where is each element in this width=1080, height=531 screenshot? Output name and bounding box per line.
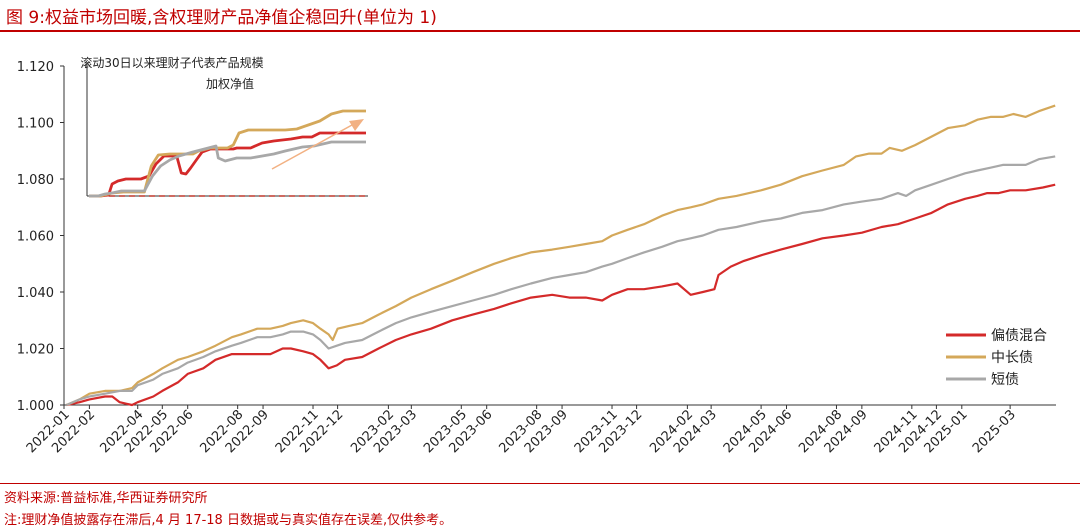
series-line-3 xyxy=(66,155,1056,407)
series-line-1 xyxy=(66,183,1056,407)
inset-series-line-1 xyxy=(89,131,366,198)
y-tick-label: 1.060 xyxy=(17,230,54,245)
inset-title-line-1: 滚动30日以来理财子代表产品规模 xyxy=(80,55,263,70)
inset-chart: 滚动30日以来理财子代表产品规模 加权净值 xyxy=(80,55,368,198)
inset-trend-arrow xyxy=(271,124,353,170)
figure-header: 图 9:权益市场回暖,含权理财产品净值企稳回升(单位为 1) xyxy=(0,0,1080,30)
inset-trend-arrowhead xyxy=(349,119,364,131)
legend-label-3: 短债 xyxy=(991,372,1019,388)
x-tick-label: 2025-03 xyxy=(970,407,1019,456)
y-tick-label: 1.000 xyxy=(17,399,54,414)
inset-title-line-2: 加权净值 xyxy=(206,76,254,91)
series-layer xyxy=(66,104,1056,407)
y-tick-label: 1.080 xyxy=(17,173,54,188)
legend-label-2: 中长债 xyxy=(991,350,1033,366)
y-axis: 1.000 1.020 1.040 1.060 1.080 1.100 1.120 xyxy=(17,60,65,414)
inset-series-line-3 xyxy=(89,140,366,198)
figure-title: 图 9:权益市场回暖,含权理财产品净值企稳回升(单位为 1) xyxy=(6,8,437,28)
y-tick-label: 1.020 xyxy=(17,343,54,358)
y-tick-label: 1.100 xyxy=(17,117,54,132)
source-note: 资料来源:普益标准,华西证券研究所 xyxy=(4,491,208,506)
footer-divider xyxy=(0,483,1080,484)
y-tick-label: 1.040 xyxy=(17,286,54,301)
legend-label-1: 偏债混合 xyxy=(991,328,1047,344)
title-divider xyxy=(0,30,1080,32)
line-chart: 1.000 1.020 1.040 1.060 1.080 1.100 1.120 2022… xyxy=(17,55,1056,456)
y-tick-label: 1.120 xyxy=(17,60,54,75)
series-line-2 xyxy=(66,104,1056,407)
data-footnote: 注:理财净值披露存在滞后,4 月 17-18 日数据或与真实值存在误差,仅供参考… xyxy=(4,513,453,528)
inset-series-line-2 xyxy=(89,109,366,198)
